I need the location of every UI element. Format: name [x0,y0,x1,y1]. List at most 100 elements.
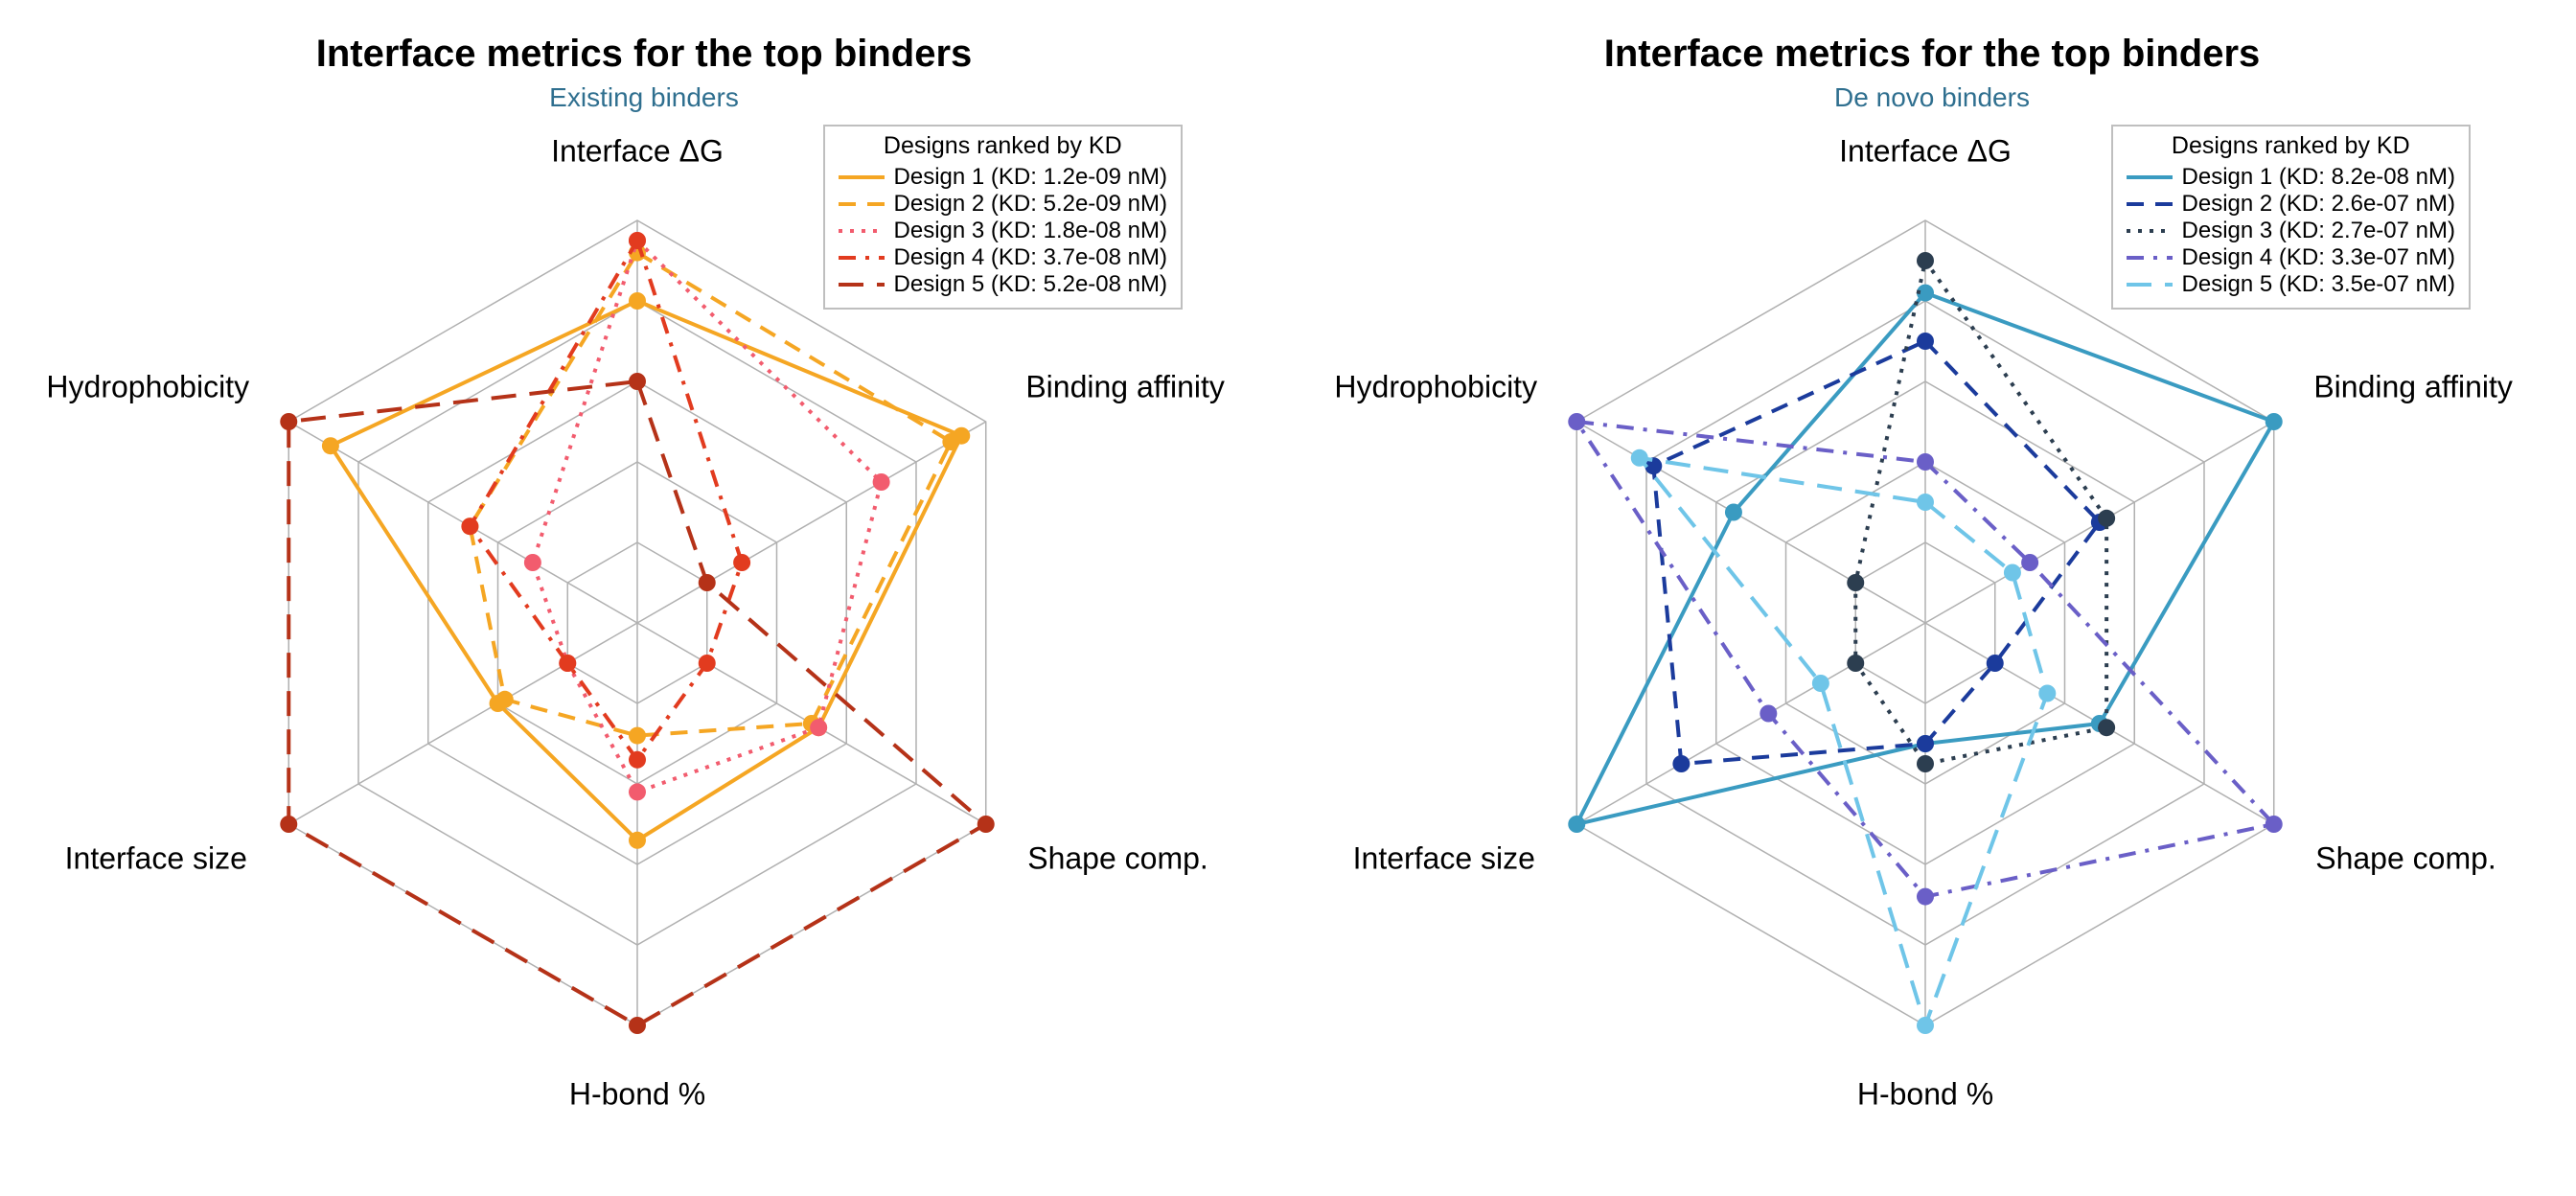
series-marker [629,373,646,390]
series-marker [629,832,646,849]
legend-item: Design 1 (KD: 8.2e-08 nM) [2127,164,2455,191]
axis-label: Shape comp. [2315,841,2496,877]
series-marker [810,719,827,736]
legend-item: Design 3 (KD: 2.7e-07 nM) [2127,218,2455,244]
legend-swatch [2127,221,2173,241]
series-marker [942,433,959,450]
legend-item: Design 2 (KD: 2.6e-07 nM) [2127,191,2455,218]
legend-title: Designs ranked by KD [2127,132,2455,160]
series-marker [873,473,890,491]
series-marker [1917,888,1934,906]
series-marker [629,783,646,800]
series-marker [629,727,646,745]
axis-label: Hydrophobicity [1334,370,1537,405]
series-marker [1917,1017,1934,1034]
legend-item: Design 1 (KD: 1.2e-09 nM) [839,164,1167,191]
series-marker [1917,252,1934,269]
axis-label: Hydrophobicity [46,370,249,405]
figure-container: Interface metrics for the top binders Ex… [0,0,2576,1196]
legend-swatch [2127,275,2173,294]
series-marker [699,655,716,672]
legend-label: Design 4 (KD: 3.3e-07 nM) [2182,244,2455,271]
legend-item: Design 4 (KD: 3.7e-08 nM) [839,244,1167,271]
series-marker [2021,554,2038,571]
series-marker [1917,735,1934,752]
series-marker [629,751,646,769]
series-marker [1917,333,1934,350]
axis-label: Interface size [65,841,247,877]
series-marker [280,413,297,430]
series-marker [2098,510,2115,527]
series-marker [1568,816,1585,833]
axis-label: Interface ΔG [551,134,724,170]
legend-label: Design 5 (KD: 5.2e-08 nM) [894,271,1167,298]
legend-item: Design 5 (KD: 5.2e-08 nM) [839,271,1167,298]
series-marker [1725,504,1742,521]
series-marker [2266,816,2283,833]
panel-denovo-binders: Interface metrics for the top binders De… [1288,0,2576,1196]
series-marker [733,554,750,571]
series-marker [1812,675,1829,692]
series-marker [1847,655,1864,672]
legend-swatch [2127,195,2173,214]
legend-swatch [839,221,885,241]
legend-label: Design 2 (KD: 2.6e-07 nM) [2182,191,2455,218]
legend-label: Design 5 (KD: 3.5e-07 nM) [2182,271,2455,298]
legend-existing: Designs ranked by KD Design 1 (KD: 1.2e-… [823,125,1183,310]
legend-label: Design 1 (KD: 1.2e-09 nM) [894,164,1167,191]
legend-title: Designs ranked by KD [839,132,1167,160]
legend-label: Design 1 (KD: 8.2e-08 nM) [2182,164,2455,191]
series-marker [1847,574,1864,591]
axis-label: Interface size [1353,841,1535,877]
series-marker [1917,494,1934,511]
series-marker [1631,449,1648,467]
legend-denovo: Designs ranked by KD Design 1 (KD: 8.2e-… [2111,125,2471,310]
legend-swatch [2127,248,2173,267]
axis-label: Interface ΔG [1839,134,2012,170]
series-marker [2038,685,2056,702]
series-marker [2098,719,2115,736]
axis-label: Binding affinity [2313,370,2513,405]
legend-swatch [839,195,885,214]
series-marker [2266,413,2283,430]
legend-label: Design 4 (KD: 3.7e-08 nM) [894,244,1167,271]
axis-label: Binding affinity [1025,370,1225,405]
series-line [1653,341,2100,764]
series-marker [1917,755,1934,772]
radar-grid-spoke [1576,422,1925,623]
series-marker [280,816,297,833]
axis-label: H-bond % [569,1077,705,1113]
legend-swatch [2127,168,2173,187]
legend-swatch [839,248,885,267]
series-marker [1568,413,1585,430]
legend-item: Design 5 (KD: 3.5e-07 nM) [2127,271,2455,298]
legend-swatch [839,168,885,187]
legend-item: Design 2 (KD: 5.2e-09 nM) [839,191,1167,218]
legend-swatch [839,275,885,294]
series-marker [978,816,995,833]
axis-label: Shape comp. [1027,841,1208,877]
legend-item: Design 4 (KD: 3.3e-07 nM) [2127,244,2455,271]
series-marker [322,437,339,454]
radar-grid-spoke [637,422,986,623]
series-marker [461,518,478,535]
series-marker [1987,655,2004,672]
series-marker [559,655,576,672]
series-marker [1760,705,1777,723]
series-marker [1672,755,1690,772]
series-marker [699,574,716,591]
series-line [331,301,961,840]
panel-existing-binders: Interface metrics for the top binders Ex… [0,0,1288,1196]
legend-label: Design 3 (KD: 1.8e-08 nM) [894,218,1167,244]
legend-label: Design 3 (KD: 2.7e-07 nM) [2182,218,2455,244]
legend-label: Design 2 (KD: 5.2e-09 nM) [894,191,1167,218]
series-marker [629,232,646,249]
series-marker [2004,564,2021,582]
axis-label: H-bond % [1857,1077,1993,1113]
series-line [1640,458,2048,1025]
series-line [1855,261,2106,764]
series-marker [524,554,541,571]
series-marker [496,691,514,708]
series-marker [629,292,646,310]
series-marker [1917,453,1934,471]
